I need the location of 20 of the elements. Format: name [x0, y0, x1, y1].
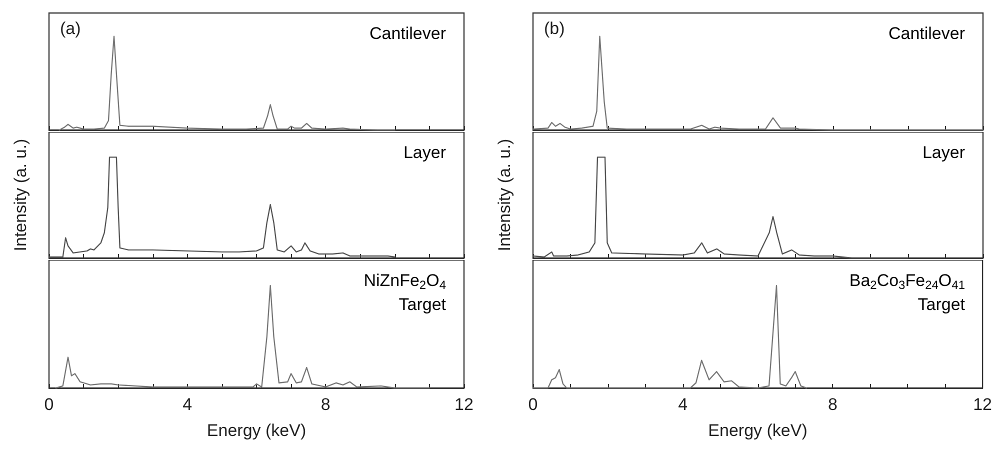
x-tick-label: 12 — [454, 395, 474, 414]
x-axis-title: Energy (keV) — [206, 421, 306, 440]
annotation: Layer — [922, 143, 966, 162]
annotation: Cantilever — [369, 24, 446, 43]
annotation: Layer — [403, 143, 446, 162]
chart-title: (b) — [544, 19, 565, 38]
x-tick-label: 12 — [973, 395, 992, 414]
x-tick-label: 0 — [44, 395, 54, 414]
x-tick-label: 4 — [182, 395, 192, 414]
x-tick-label: 8 — [828, 395, 838, 414]
y-axis-title: Intensity (a. u.) — [11, 138, 30, 252]
annotation: Cantilever — [888, 24, 966, 43]
y-axis-title: Intensity (a. u.) — [495, 138, 514, 252]
x-axis-title: Energy (keV) — [708, 421, 808, 440]
x-tick-label: 0 — [528, 395, 538, 414]
x-tick-label: 4 — [678, 395, 688, 414]
x-tick-label: 8 — [320, 395, 330, 414]
chart-title: (a) — [60, 19, 81, 38]
annotation: Target — [398, 295, 446, 314]
annotation: Target — [918, 295, 966, 314]
